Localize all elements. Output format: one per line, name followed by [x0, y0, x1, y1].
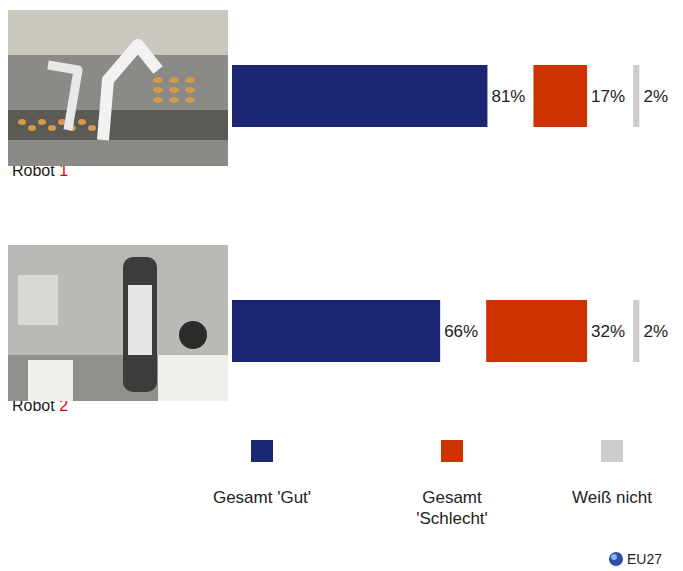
photo-robot — [123, 257, 157, 392]
bar-segment — [232, 65, 487, 127]
bars — [232, 65, 639, 362]
robot-photo — [8, 10, 228, 166]
legend-swatch — [601, 440, 623, 462]
bar-segment — [633, 65, 639, 127]
eu-icon — [609, 552, 623, 566]
photo-cookie — [153, 97, 163, 103]
bar-segment — [633, 300, 639, 362]
robot-photo — [8, 245, 228, 401]
photo-conveyor — [8, 110, 228, 140]
bar-segment — [486, 300, 587, 362]
photo-cookie — [48, 125, 56, 131]
photo-wall — [8, 10, 228, 55]
eu-icon-shine — [611, 554, 617, 560]
legend-swatch — [251, 440, 273, 462]
photo-shelf — [18, 275, 58, 325]
photo-cookie — [185, 97, 195, 103]
annotation: EU27 — [627, 551, 662, 567]
photo-cookie — [153, 87, 163, 93]
photo-bg — [8, 10, 228, 166]
legend-swatch — [441, 440, 463, 462]
photo-cookie — [78, 119, 86, 125]
data-label: 2% — [643, 322, 668, 341]
data-label: 32% — [591, 322, 625, 341]
photo-cookie — [185, 77, 195, 83]
data-label: 81% — [491, 87, 525, 106]
photo-arm — [103, 45, 158, 140]
legend-label: Gesamt 'Gut' — [213, 488, 311, 507]
photo-cookie — [185, 87, 195, 93]
bar-segment — [232, 300, 440, 362]
data-label: 66% — [444, 322, 478, 341]
photo-robot-small — [179, 321, 207, 349]
chart: Robot 181%17%2%Robot 266%32%2%Gesamt 'Gu… — [0, 0, 683, 571]
photo-cookie — [169, 97, 179, 103]
photo-bg — [8, 245, 228, 401]
legend-label: Gesamt 'Schlecht' — [416, 488, 488, 528]
photo-cookie — [28, 125, 36, 131]
photo-floor — [8, 355, 228, 401]
photo-sofa — [28, 360, 73, 401]
photo-cookie — [169, 77, 179, 83]
photo-cookie — [18, 119, 26, 125]
photo-arm — [48, 65, 78, 130]
legend-label-line: Weiß nicht — [572, 488, 652, 507]
photo-cookie — [169, 87, 179, 93]
data-label: 17% — [591, 87, 625, 106]
legend-label-line: Gesamt 'Gut' — [213, 488, 311, 507]
photo-robot-panel — [128, 285, 152, 355]
legend-label: Weiß nicht — [572, 488, 652, 507]
photo-sofa — [158, 355, 228, 401]
photo-cookie — [88, 125, 96, 131]
data-label: 2% — [643, 87, 668, 106]
bar-segment — [533, 65, 587, 127]
photo-cookie — [153, 77, 163, 83]
legend-label-line: Gesamt — [422, 488, 482, 507]
legend-label-line: 'Schlecht' — [416, 509, 488, 528]
photo-cookie — [38, 119, 46, 125]
